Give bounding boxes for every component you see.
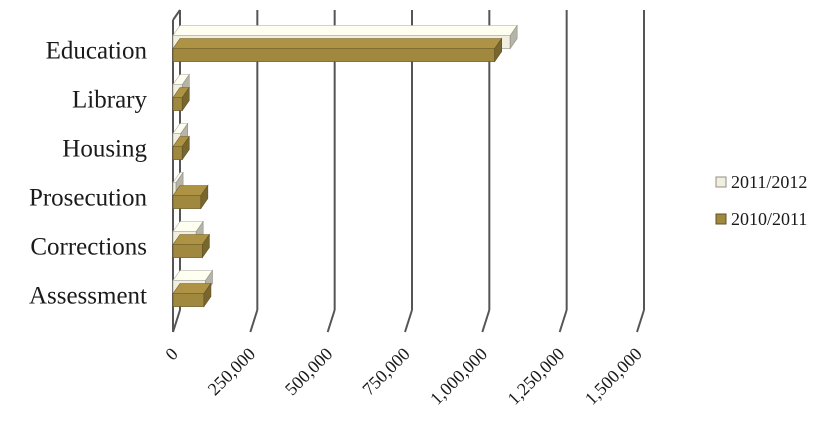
bar-2010-2011-prosecution: [172, 184, 209, 210]
y-axis-top: [172, 9, 181, 21]
category-label: Prosecution: [29, 185, 148, 212]
bar-2010-2011-library: [172, 86, 190, 112]
legend-swatch: [715, 213, 727, 225]
x-tick-label: 1,500,000: [581, 344, 646, 409]
x-tick-label: 750,000: [358, 344, 414, 400]
floor-line: [481, 309, 491, 333]
category-label: Education: [46, 38, 148, 65]
x-tick-label: 0: [161, 344, 182, 365]
category-label: Library: [72, 87, 147, 114]
floor-line: [172, 309, 181, 333]
bar-top: [172, 38, 503, 49]
x-tick-label: 250,000: [204, 344, 260, 400]
legend-label: 2010/2011: [731, 209, 807, 229]
floor-line: [636, 309, 645, 333]
bar-side: [509, 24, 518, 50]
x-tick-label: 500,000: [281, 344, 337, 400]
legend-label: 2011/2012: [731, 172, 807, 192]
legend: 2011/2012 2010/2011: [715, 172, 807, 229]
bar-2010-2011-education: [172, 37, 503, 63]
bar-side: [494, 37, 503, 63]
bar-top: [172, 25, 518, 36]
bars: [172, 24, 518, 308]
category-label: Housing: [62, 136, 147, 163]
bar-side: [203, 282, 212, 308]
bar-front: [172, 293, 205, 307]
bar-front: [172, 195, 202, 209]
bar-2010-2011-assessment: [172, 282, 212, 308]
floor-line: [249, 309, 259, 333]
bar-2010-2011-housing: [172, 135, 190, 161]
category-label: Corrections: [30, 234, 147, 261]
bar-2010-2011-corrections: [172, 233, 210, 259]
floor-line: [326, 309, 336, 333]
bar-front: [172, 48, 496, 62]
x-tick-label: 1,000,000: [426, 344, 491, 409]
bar-side: [181, 86, 190, 112]
bar-side: [181, 135, 190, 161]
floor-line: [558, 309, 568, 333]
bar-side: [200, 184, 209, 210]
bar-front: [172, 244, 203, 258]
bar-side: [202, 233, 210, 259]
bar-front: [172, 146, 183, 160]
legend-swatch: [715, 176, 727, 188]
x-tick-label: 1,250,000: [503, 344, 568, 409]
category-label: Assessment: [29, 283, 147, 310]
floor-line: [404, 309, 413, 333]
bar-front: [172, 97, 183, 111]
